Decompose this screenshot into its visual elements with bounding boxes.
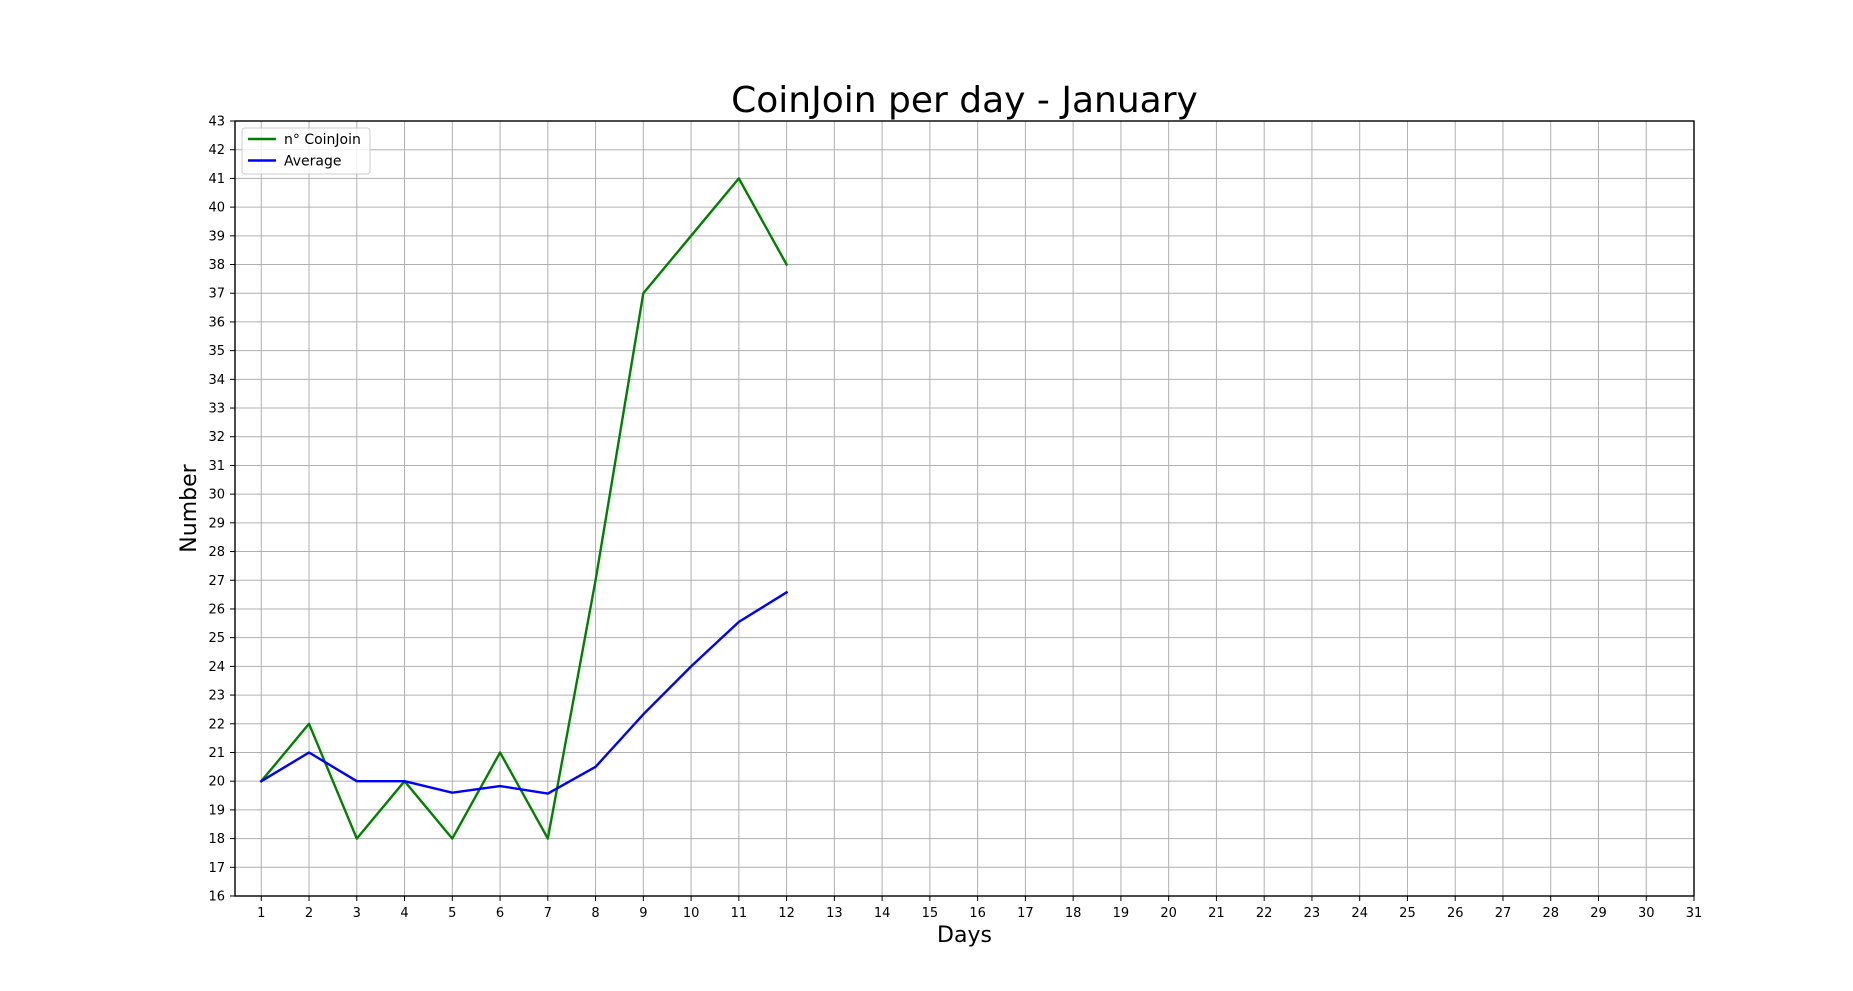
y-tick-label: 39 xyxy=(208,229,225,244)
x-tick-label: 2 xyxy=(305,906,313,921)
x-tick-label: 29 xyxy=(1590,906,1607,921)
y-tick-label: 16 xyxy=(208,890,225,905)
x-tick-labels: 1 2 3 4 5 6 7 8 9 10 11 12 13 14 15 16 17 18 19 20 21 22 23 24 2… xyxy=(257,906,1702,921)
y-tick-labels: 16 17 18 19 20 21 22 23 24 25 26 27 28 29 30 31 32 33 34 35… xyxy=(208,115,225,905)
series-lines xyxy=(259,177,789,840)
y-tick-label: 19 xyxy=(208,803,225,818)
chart-title: CoinJoin per day - January xyxy=(731,80,1198,121)
x-tick-label: 30 xyxy=(1638,906,1655,921)
y-tick-label: 17 xyxy=(208,861,225,876)
series-line-0 xyxy=(259,177,789,840)
legend-label-0: n° CoinJoin xyxy=(284,132,361,148)
x-tick-label: 20 xyxy=(1160,906,1177,921)
y-tick-label: 25 xyxy=(208,631,225,646)
x-tick-label: 3 xyxy=(353,906,361,921)
y-tick-label: 41 xyxy=(208,172,225,187)
x-tick-label: 21 xyxy=(1208,906,1225,921)
x-tick-label: 26 xyxy=(1447,906,1464,921)
y-tick-label: 32 xyxy=(208,430,225,445)
x-tick-label: 15 xyxy=(922,906,939,921)
x-tick-marks xyxy=(260,896,1695,901)
y-tick-label: 20 xyxy=(208,775,225,790)
y-tick-label: 31 xyxy=(208,459,225,474)
x-tick-label: 27 xyxy=(1495,906,1512,921)
legend: n° CoinJoin Average xyxy=(241,127,371,175)
y-tick-label: 35 xyxy=(208,344,225,359)
y-tick-label: 43 xyxy=(208,115,225,130)
x-tick-label: 5 xyxy=(448,906,456,921)
y-tick-label: 28 xyxy=(208,545,225,560)
x-tick-label: 18 xyxy=(1065,906,1082,921)
x-tick-label: 4 xyxy=(400,906,408,921)
y-tick-label: 23 xyxy=(208,689,225,704)
x-tick-label: 24 xyxy=(1351,906,1368,921)
x-tick-label: 23 xyxy=(1304,906,1321,921)
y-tick-label: 40 xyxy=(208,201,225,216)
x-tick-label: 19 xyxy=(1113,906,1130,921)
x-tick-label: 16 xyxy=(969,906,986,921)
y-tick-label: 18 xyxy=(208,832,225,847)
y-tick-label: 34 xyxy=(208,373,225,388)
x-tick-label: 1 xyxy=(257,906,265,921)
x-tick-label: 13 xyxy=(826,906,843,921)
y-tick-marks xyxy=(230,120,235,897)
x-tick-label: 8 xyxy=(591,906,599,921)
y-tick-label: 29 xyxy=(208,516,225,531)
legend-label-1: Average xyxy=(284,154,342,170)
x-tick-label: 25 xyxy=(1399,906,1416,921)
y-tick-label: 21 xyxy=(208,746,225,761)
x-tick-label: 22 xyxy=(1256,906,1273,921)
y-tick-label: 24 xyxy=(208,660,225,675)
y-tick-label: 33 xyxy=(208,402,225,417)
x-tick-label: 6 xyxy=(496,906,504,921)
x-tick-label: 14 xyxy=(874,906,891,921)
x-tick-label: 31 xyxy=(1686,906,1703,921)
x-axis-title: Days xyxy=(937,923,992,948)
x-tick-label: 10 xyxy=(683,906,700,921)
x-tick-label: 28 xyxy=(1542,906,1559,921)
y-tick-label: 42 xyxy=(208,143,225,158)
plot-frame xyxy=(234,120,1695,897)
x-tick-label: 12 xyxy=(778,906,795,921)
grid-lines xyxy=(235,120,1695,897)
series-line-1 xyxy=(259,590,789,795)
y-tick-label: 36 xyxy=(208,315,225,330)
y-tick-label: 27 xyxy=(208,574,225,589)
y-axis-title: Number xyxy=(177,463,202,552)
x-tick-label: 9 xyxy=(639,906,647,921)
y-tick-label: 38 xyxy=(208,258,225,273)
y-tick-label: 26 xyxy=(208,602,225,617)
x-tick-label: 7 xyxy=(544,906,552,921)
y-tick-label: 30 xyxy=(208,488,225,503)
x-tick-label: 17 xyxy=(1017,906,1034,921)
x-tick-label: 11 xyxy=(731,906,748,921)
y-tick-label: 37 xyxy=(208,287,225,302)
y-tick-label: 22 xyxy=(208,717,225,732)
